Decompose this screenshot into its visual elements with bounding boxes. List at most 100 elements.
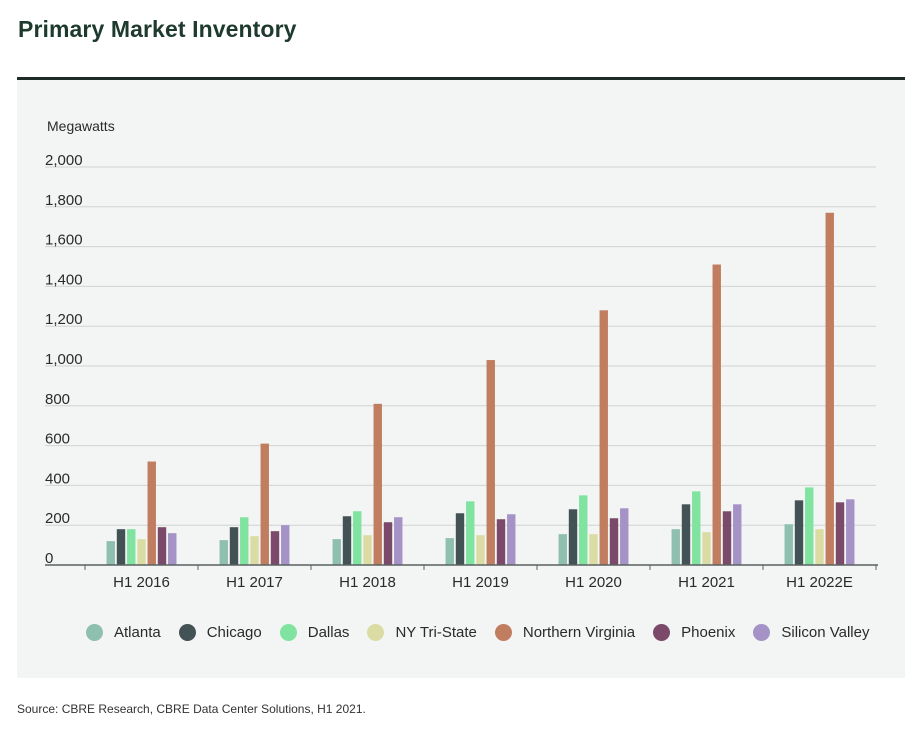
y-tick-label: 600 — [45, 431, 70, 448]
legend-item: NY Tri-State — [367, 624, 477, 641]
bar — [157, 527, 167, 565]
y-axis-label: Megawatts — [47, 118, 115, 134]
legend-label: Chicago — [206, 624, 262, 641]
legend-swatch — [494, 624, 512, 641]
bar — [579, 495, 588, 565]
bar — [815, 529, 824, 565]
bar — [332, 539, 341, 565]
legend-item: Phoenix — [653, 624, 735, 641]
x-tick-label: H1 2021 — [678, 574, 735, 591]
chart-title: Primary Market Inventory — [18, 16, 297, 42]
bar — [476, 535, 485, 565]
bar — [137, 539, 146, 565]
y-tick-labels: 0 200 400 600 800 1,000 1,200 1,400 1,600 1,800 2,… — [45, 152, 83, 567]
bar — [219, 540, 228, 565]
bar — [250, 536, 259, 565]
y-tick-label: 200 — [45, 510, 70, 527]
legend-label: Dallas — [307, 624, 350, 641]
bar — [383, 522, 393, 565]
bar — [116, 529, 126, 565]
bar — [712, 264, 721, 565]
bar — [147, 461, 156, 565]
x-tick-label: H1 2016 — [113, 574, 170, 591]
gridlines — [45, 166, 876, 526]
y-tick-label: 1,800 — [45, 192, 83, 209]
bar — [733, 504, 742, 565]
bar — [722, 511, 732, 565]
legend-label: Atlanta — [114, 624, 161, 641]
bar — [342, 516, 352, 565]
legend-swatch — [753, 624, 771, 641]
chart-panel — [17, 80, 905, 678]
y-tick-label: 0 — [45, 550, 53, 567]
y-tick-label: 1,600 — [45, 232, 83, 249]
legend-label: Northern Virginia — [522, 624, 636, 641]
bar — [363, 535, 372, 565]
legend-swatch — [653, 624, 671, 641]
y-tick-label: 1,000 — [45, 351, 83, 368]
bar — [599, 310, 608, 565]
bar — [127, 529, 136, 565]
y-tick-label: 400 — [45, 470, 70, 487]
x-tick-label: H1 2019 — [452, 574, 509, 591]
bar — [846, 499, 855, 565]
bar — [794, 500, 804, 565]
bar — [240, 517, 249, 565]
bar — [835, 502, 845, 565]
legend-item: Atlanta — [86, 624, 161, 641]
x-tick-label: H1 2022E — [786, 574, 853, 591]
legend-swatch — [279, 624, 297, 641]
bar — [270, 531, 280, 565]
bar — [784, 524, 793, 565]
legend-label: Silicon Valley — [781, 624, 870, 641]
bar — [281, 525, 290, 565]
bar — [692, 491, 701, 565]
legend-label: NY Tri-State — [395, 624, 477, 641]
y-tick-label: 800 — [45, 391, 70, 408]
legend-swatch — [178, 624, 196, 641]
x-tick-label: H1 2018 — [339, 574, 396, 591]
legend-item: Northern Virginia — [494, 624, 636, 641]
bar — [486, 360, 495, 565]
bar — [609, 518, 619, 565]
legend-item: Dallas — [279, 624, 350, 641]
bar — [445, 538, 454, 565]
legend-swatch — [367, 624, 385, 641]
bar — [589, 534, 598, 565]
legend-label: Phoenix — [681, 624, 736, 641]
bar — [620, 508, 629, 565]
bar — [507, 514, 516, 565]
bar — [466, 501, 475, 565]
x-tick-label: H1 2017 — [226, 574, 283, 591]
x-tick-label: H1 2020 — [565, 574, 622, 591]
legend: Atlanta Chicago Dallas NY Tri-State Northern… — [86, 624, 887, 641]
bar — [558, 534, 567, 565]
title-divider — [17, 77, 905, 80]
bar — [568, 509, 578, 565]
bar — [353, 511, 362, 565]
y-tick-label: 2,000 — [45, 152, 83, 169]
bar — [168, 533, 177, 565]
x-tick-labels: H1 2016 H1 2017 H1 2018 H1 2019 H1 2020 H1 20… — [113, 574, 853, 591]
bar — [260, 443, 269, 565]
y-tick-label: 1,400 — [45, 271, 83, 288]
bar — [805, 487, 814, 565]
bars — [106, 212, 855, 565]
legend-item: Chicago — [178, 624, 262, 641]
x-axis — [45, 564, 878, 570]
bar — [671, 529, 680, 565]
bar — [373, 403, 382, 565]
bar — [825, 212, 834, 565]
bar — [106, 541, 115, 565]
bar — [702, 532, 711, 565]
y-tick-label: 1,200 — [45, 311, 83, 328]
bar — [394, 517, 403, 565]
bar — [229, 527, 239, 565]
legend-swatch — [86, 624, 103, 641]
legend-item: Silicon Valley — [753, 624, 869, 641]
bar — [455, 513, 465, 565]
source-note: Source: CBRE Research, CBRE Data Center … — [17, 702, 366, 716]
bar — [681, 504, 691, 565]
bar — [496, 519, 506, 565]
